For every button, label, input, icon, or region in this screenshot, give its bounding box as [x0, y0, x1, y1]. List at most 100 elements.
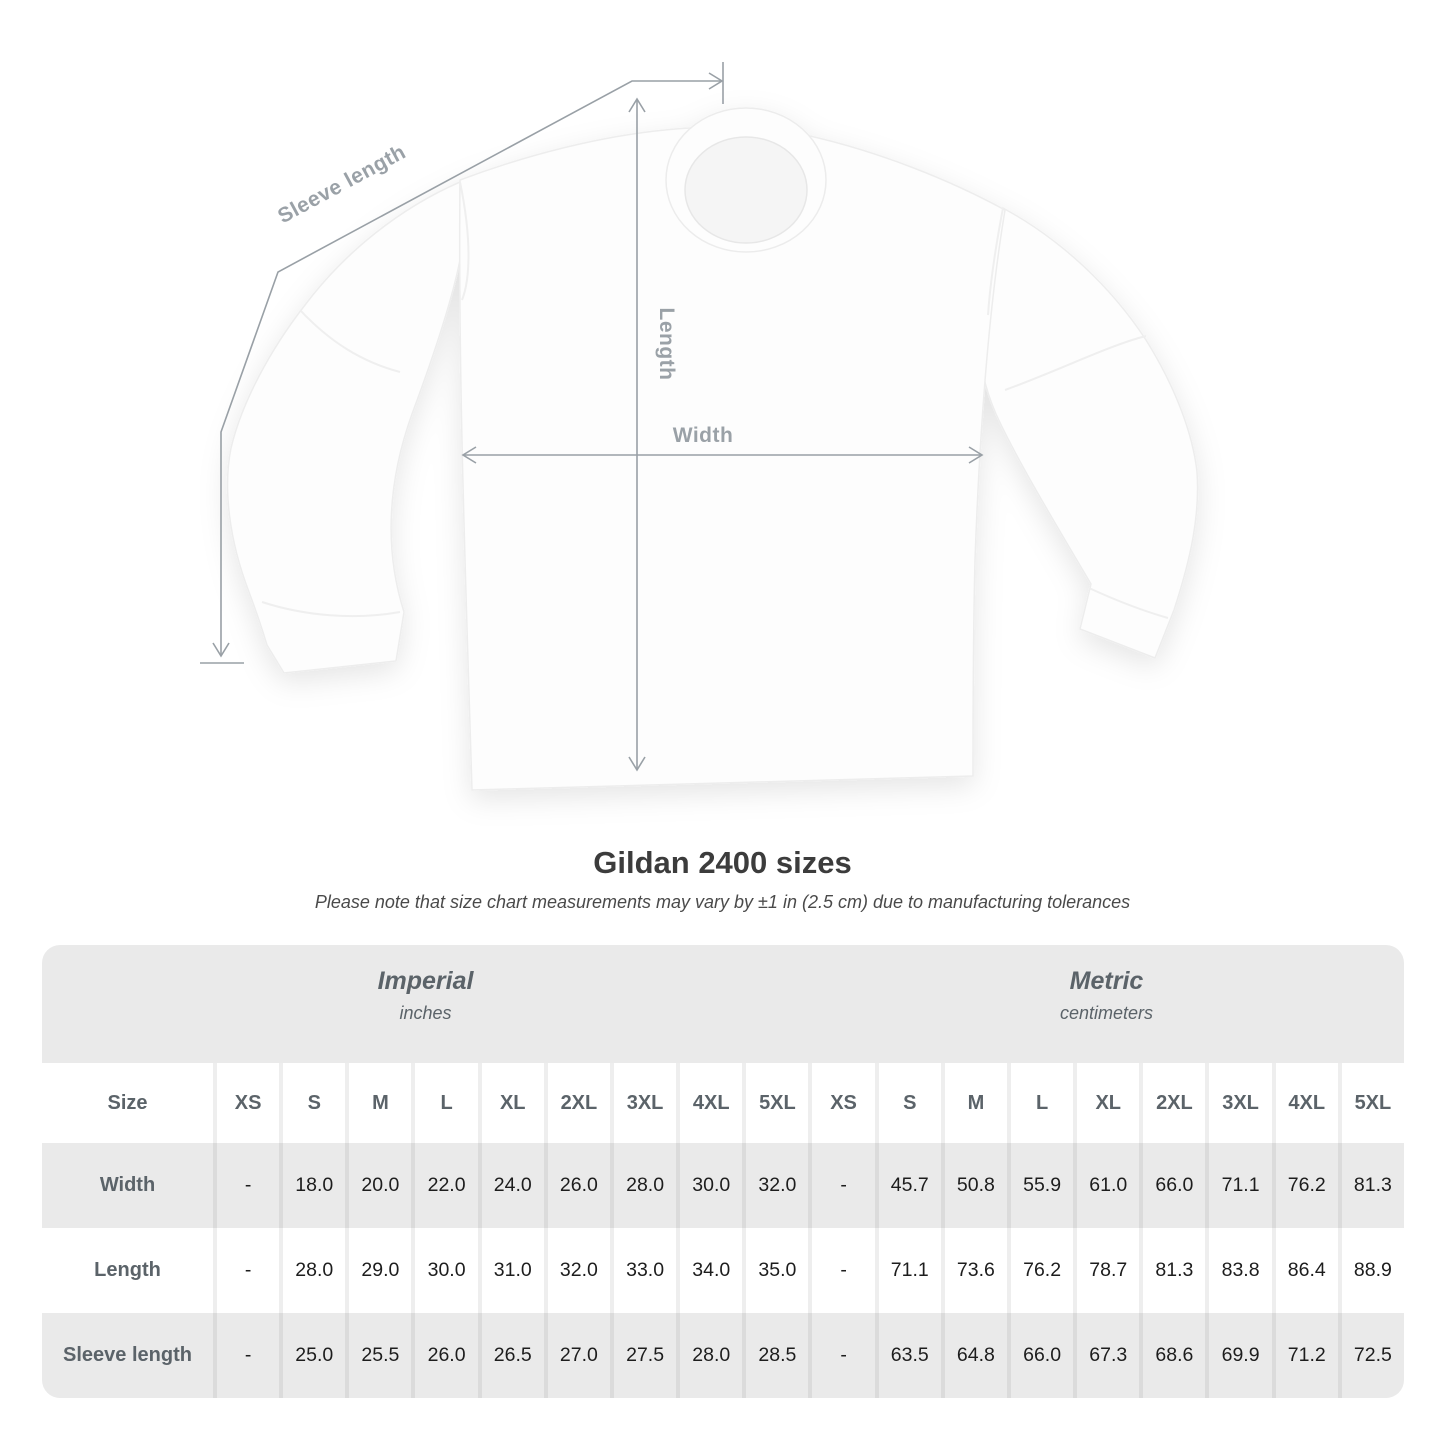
size-header-metric-m: M — [940, 1063, 1007, 1143]
cell-value: 76.2 — [1006, 1228, 1074, 1313]
cell-value: - — [808, 1313, 875, 1398]
shirt-measurement-diagram: Sleeve length Length Width — [200, 62, 1199, 791]
page-title: Gildan 2400 sizes — [593, 845, 852, 880]
cell-value: 88.9 — [1337, 1228, 1404, 1313]
cell-value: 69.9 — [1205, 1313, 1272, 1398]
cell-value: - — [213, 1313, 280, 1398]
cell-value: - — [213, 1228, 280, 1313]
size-header-imperial-xs: XS — [213, 1063, 280, 1143]
cell-value: 30.0 — [411, 1228, 478, 1313]
right-shoulder-seam — [987, 207, 1004, 316]
size-header-metric-xl: XL — [1073, 1063, 1140, 1143]
imperial-label: Imperial — [377, 967, 474, 995]
length-arrow-down — [628, 756, 646, 772]
cell-value: 31.0 — [477, 1228, 544, 1313]
cell-value: 28.0 — [279, 1228, 346, 1313]
page-subtitle: Please note that size chart measurements… — [314, 892, 1131, 912]
shirt-illustration — [226, 107, 1199, 791]
row-label: Sleeve length — [42, 1313, 213, 1398]
right-cuff-seam — [1088, 587, 1169, 619]
cell-value: 26.5 — [477, 1313, 544, 1398]
size-header-imperial-2xl: 2XL — [543, 1063, 610, 1143]
size-header-imperial-s: S — [279, 1063, 346, 1143]
imperial-sub-label: inches — [399, 1003, 452, 1023]
cell-value: 81.3 — [1337, 1143, 1404, 1228]
size-header-metric-l: L — [1006, 1063, 1074, 1143]
cell-value: 67.3 — [1073, 1313, 1140, 1398]
sleeve-length-arrow-down — [212, 642, 230, 658]
cell-value: 27.0 — [543, 1313, 610, 1398]
cell-value: - — [808, 1228, 875, 1313]
size-header-metric-s: S — [874, 1063, 941, 1143]
cell-value: 71.1 — [874, 1228, 941, 1313]
cell-value: 32.0 — [543, 1228, 610, 1313]
left-cuff-seam — [261, 601, 401, 618]
cell-value: 61.0 — [1073, 1143, 1140, 1228]
width-label: Width — [673, 424, 734, 447]
cell-value: 55.9 — [1006, 1143, 1074, 1228]
cell-value: 71.1 — [1205, 1143, 1272, 1228]
cell-value: 83.8 — [1205, 1228, 1272, 1313]
metric-sub-label: centimeters — [1059, 1003, 1154, 1023]
metric-unit-header: Metric centimeters — [809, 945, 1404, 1063]
cell-value: 33.0 — [609, 1228, 677, 1313]
cell-value: 50.8 — [940, 1143, 1007, 1228]
size-column-header: Size — [42, 1063, 213, 1143]
imperial-unit-header: Imperial inches — [42, 945, 809, 1063]
size-header-metric-4xl: 4XL — [1271, 1063, 1338, 1143]
cell-value: 71.2 — [1271, 1313, 1338, 1398]
cell-value: 32.0 — [742, 1143, 809, 1228]
cell-value: 64.8 — [940, 1313, 1007, 1398]
row-label: Width — [42, 1143, 213, 1228]
cell-value: 29.0 — [345, 1228, 412, 1313]
sleeve-length-label: Sleeve length — [274, 140, 410, 228]
cell-value: 81.3 — [1139, 1228, 1206, 1313]
cell-value: 27.5 — [609, 1313, 677, 1398]
sleeve-length-line — [220, 80, 722, 656]
width-arrow-left — [461, 446, 477, 464]
cell-value: 72.5 — [1337, 1313, 1404, 1398]
cell-value: 34.0 — [676, 1228, 743, 1313]
collar-inner — [684, 136, 808, 244]
size-header-imperial-3xl: 3XL — [609, 1063, 677, 1143]
shirt-left-sleeve — [226, 180, 461, 674]
left-shoulder-seam — [459, 181, 470, 301]
cell-value: 20.0 — [345, 1143, 412, 1228]
cell-value: 28.5 — [742, 1313, 809, 1398]
size-header-metric-5xl: 5XL — [1337, 1063, 1404, 1143]
cell-value: 68.6 — [1139, 1313, 1206, 1398]
shirt-right-sleeve — [975, 206, 1199, 659]
cell-value: 66.0 — [1139, 1143, 1206, 1228]
right-elbow-fold — [1004, 335, 1147, 391]
unit-header-band: Imperial inches Metric centimeters — [42, 945, 1404, 1063]
cell-value: 73.6 — [940, 1228, 1007, 1313]
cell-value: 66.0 — [1006, 1313, 1074, 1398]
size-header-metric-2xl: 2XL — [1139, 1063, 1206, 1143]
length-arrow-up — [628, 97, 646, 113]
left-elbow-fold — [299, 309, 401, 373]
cell-value: 78.7 — [1073, 1228, 1140, 1313]
cell-value: 25.5 — [345, 1313, 412, 1398]
cell-value: 18.0 — [279, 1143, 346, 1228]
cell-value: 76.2 — [1271, 1143, 1338, 1228]
measurement-lines — [200, 62, 984, 772]
cell-value: 30.0 — [676, 1143, 743, 1228]
cell-value: 26.0 — [411, 1313, 478, 1398]
cell-value: 63.5 — [874, 1313, 941, 1398]
size-header-imperial-5xl: 5XL — [742, 1063, 809, 1143]
size-header-imperial-m: M — [345, 1063, 412, 1143]
size-header-imperial-l: L — [411, 1063, 478, 1143]
sleeve-length-arrow-right — [708, 72, 724, 90]
length-label: Length — [655, 308, 678, 381]
cell-value: 28.0 — [676, 1313, 743, 1398]
size-header-metric-3xl: 3XL — [1205, 1063, 1272, 1143]
cell-value: 86.4 — [1271, 1228, 1338, 1313]
size-header-imperial-4xl: 4XL — [676, 1063, 743, 1143]
size-header-metric-xs: XS — [808, 1063, 875, 1143]
cell-value: 24.0 — [477, 1143, 544, 1228]
cell-value: 22.0 — [411, 1143, 478, 1228]
cell-value: 28.0 — [609, 1143, 677, 1228]
cell-value: 25.0 — [279, 1313, 346, 1398]
cell-value: 45.7 — [874, 1143, 941, 1228]
metric-label: Metric — [1069, 967, 1144, 995]
